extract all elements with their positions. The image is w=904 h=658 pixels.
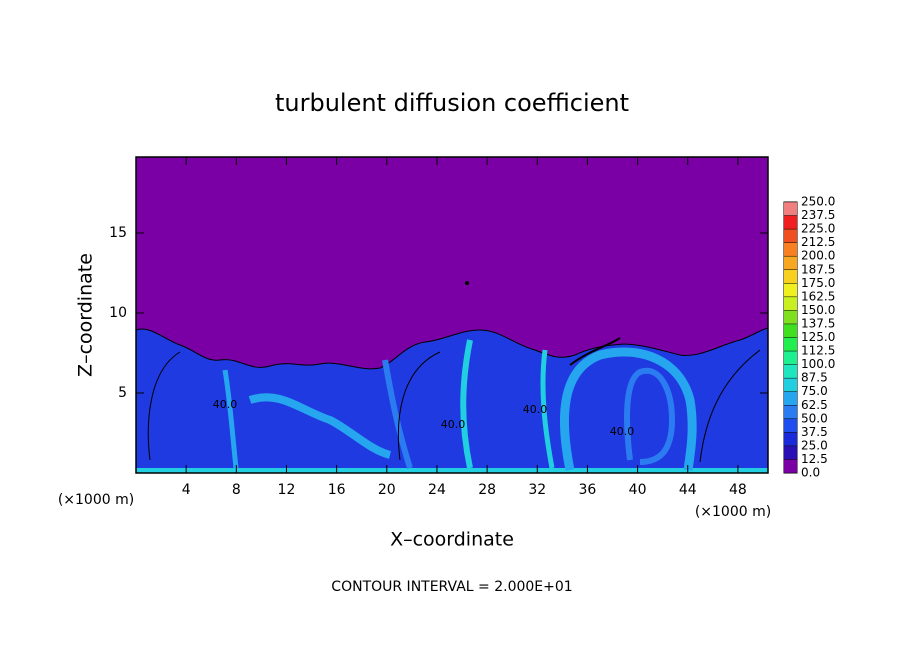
- colorbar-label: 250.0: [801, 195, 835, 209]
- x-tick-label: 16: [328, 482, 346, 498]
- x-tick-label: 40: [629, 482, 647, 498]
- chart-title: turbulent diffusion coefficient: [275, 89, 629, 117]
- field-streak: [222, 369, 239, 469]
- colorbar-swatch: [784, 202, 797, 216]
- field-streak: [540, 349, 555, 469]
- colorbar-label: 212.5: [801, 235, 835, 249]
- x-unit-label: (×1000 m): [695, 504, 771, 520]
- colorbar-label: 137.5: [801, 316, 835, 330]
- colorbar-label: 112.5: [801, 344, 835, 358]
- field-streak: [248, 393, 392, 459]
- x-tick-label: 48: [729, 482, 747, 498]
- colorbar-swatch: [784, 242, 797, 257]
- x-axis-label: X–coordinate: [390, 529, 514, 551]
- field: [135, 157, 769, 474]
- colorbar-swatch: [784, 445, 797, 460]
- x-tick-label: 20: [378, 482, 396, 498]
- plot-frame: [135, 156, 769, 474]
- x-tick-label: 28: [478, 482, 496, 498]
- contour-label: 40.0: [441, 418, 466, 431]
- y-axis-label: Z–coordinate: [75, 253, 97, 377]
- field-contour: [465, 281, 469, 285]
- colorbar-swatch: [784, 337, 797, 352]
- contour-label: 40.0: [213, 398, 238, 411]
- colorbar-label: 125.0: [801, 330, 835, 344]
- colorbar-swatch: [784, 323, 797, 338]
- colorbar-swatch: [784, 391, 797, 406]
- colorbar-label: 150.0: [801, 303, 835, 317]
- x-tick-label: 44: [679, 482, 697, 498]
- field-streak: [624, 367, 676, 465]
- colorbar-label: 87.5: [801, 371, 828, 385]
- colorbar-label: 162.5: [801, 289, 835, 303]
- colorbar-swatch: [784, 269, 797, 284]
- x-tick-label: 4: [182, 482, 191, 498]
- colorbar-swatch: [784, 310, 797, 324]
- field-region: [135, 327, 769, 474]
- x-unit-label: (×1000 m): [58, 492, 134, 508]
- colorbar-swatch: [784, 283, 797, 297]
- colorbar-swatch: [784, 215, 797, 230]
- x-tick-label: 8: [232, 482, 241, 498]
- field-region: [136, 468, 768, 473]
- y-tick-label: 10: [109, 305, 127, 321]
- x-tick-label: 12: [278, 482, 296, 498]
- y-tick-label: 5: [118, 385, 127, 401]
- colorbar-swatch: [784, 418, 797, 433]
- colorbar-label: 12.5: [801, 452, 828, 466]
- field-streak: [460, 339, 473, 469]
- colorbar-label: 37.5: [801, 425, 828, 439]
- y-tick-label: 15: [109, 225, 127, 241]
- colorbar-swatch: [784, 459, 797, 473]
- field-streak: [382, 359, 413, 469]
- colorbar-swatch: [784, 432, 797, 446]
- colorbar-label: 237.5: [801, 208, 835, 222]
- colorbar-label: 62.5: [801, 398, 828, 412]
- colorbar-swatch: [784, 378, 797, 392]
- colorbar-label: 225.0: [801, 222, 835, 236]
- colorbar-swatch: [784, 256, 797, 270]
- field-contour: [147, 349, 761, 463]
- colorbar-swatch: [784, 229, 797, 243]
- field-streak: [559, 347, 697, 471]
- colorbar-label: 175.0: [801, 276, 835, 290]
- colorbar-swatch: [784, 351, 797, 365]
- footer-note: CONTOUR INTERVAL = 2.000E+01: [331, 579, 572, 595]
- colorbar-label: 200.0: [801, 249, 835, 263]
- x-tick-label: 24: [428, 482, 446, 498]
- contour-label: 40.0: [610, 425, 635, 438]
- colorbar-swatch: [784, 405, 797, 419]
- colorbar-label: 25.0: [801, 438, 828, 452]
- colorbar-label: 100.0: [801, 357, 835, 371]
- colorbar-swatch: [784, 364, 797, 379]
- x-tick-label: 36: [579, 482, 597, 498]
- colorbar-label: 187.5: [801, 262, 835, 276]
- colorbar-label: 50.0: [801, 411, 828, 425]
- x-tick-label: 32: [528, 482, 546, 498]
- colorbar-label: 75.0: [801, 384, 828, 398]
- contour-label: 40.0: [523, 403, 548, 416]
- colorbar-label: 0.0: [801, 466, 820, 480]
- colorbar-swatch: [784, 296, 797, 311]
- field-contour: [569, 337, 621, 366]
